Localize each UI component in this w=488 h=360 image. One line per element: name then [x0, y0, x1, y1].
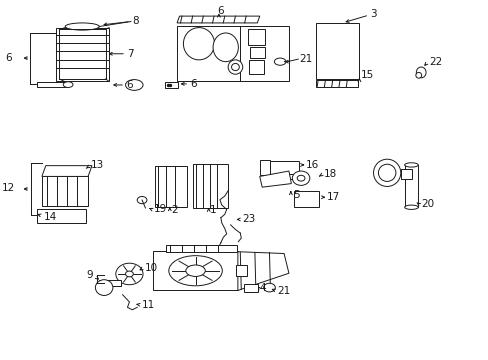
Ellipse shape [404, 205, 417, 210]
Bar [155, 166, 186, 207]
Text: 20: 20 [420, 199, 433, 210]
Text: 16: 16 [305, 159, 319, 170]
Polygon shape [259, 171, 291, 187]
Text: 6: 6 [217, 6, 224, 16]
Ellipse shape [65, 23, 99, 30]
Bar [244, 284, 257, 292]
Text: 1: 1 [210, 205, 216, 215]
Bar [177, 26, 288, 81]
Bar [152, 251, 237, 291]
Text: 6: 6 [5, 53, 12, 63]
Text: 10: 10 [144, 262, 157, 273]
Text: 23: 23 [242, 214, 255, 224]
Ellipse shape [116, 263, 143, 285]
Text: 3: 3 [370, 9, 376, 19]
Text: 12: 12 [2, 183, 16, 193]
Text: 13: 13 [90, 160, 103, 170]
Text: 4: 4 [259, 283, 266, 293]
Ellipse shape [228, 60, 242, 74]
Ellipse shape [263, 283, 275, 292]
Ellipse shape [378, 164, 395, 181]
Bar [164, 82, 177, 88]
Text: 21: 21 [276, 286, 289, 296]
Ellipse shape [415, 72, 421, 78]
Bar [59, 30, 105, 79]
Ellipse shape [231, 63, 239, 71]
Text: 11: 11 [142, 300, 155, 310]
Text: 7: 7 [127, 49, 134, 59]
Bar [37, 82, 66, 87]
Bar [37, 209, 85, 223]
Text: 21: 21 [299, 54, 312, 64]
Bar [248, 60, 263, 74]
Bar [166, 244, 236, 252]
Ellipse shape [168, 256, 222, 286]
Text: 6: 6 [190, 79, 197, 89]
Ellipse shape [125, 271, 133, 277]
Text: 9: 9 [87, 270, 93, 280]
Ellipse shape [185, 265, 205, 276]
Polygon shape [237, 252, 288, 291]
Bar [56, 28, 109, 81]
Bar [404, 165, 417, 207]
Text: 18: 18 [323, 169, 337, 179]
Ellipse shape [213, 33, 238, 62]
Bar [192, 164, 227, 208]
Bar [249, 47, 264, 58]
Bar [315, 80, 358, 87]
Bar [270, 161, 298, 174]
Bar [42, 176, 88, 206]
Text: 22: 22 [428, 57, 441, 67]
Ellipse shape [292, 171, 309, 185]
Bar [99, 280, 121, 286]
Ellipse shape [137, 197, 146, 204]
Text: 14: 14 [44, 212, 57, 221]
Ellipse shape [125, 80, 143, 90]
Text: 6: 6 [126, 80, 133, 90]
Bar [400, 168, 411, 179]
Ellipse shape [373, 159, 400, 186]
Ellipse shape [297, 175, 305, 181]
Ellipse shape [63, 82, 73, 87]
Text: 17: 17 [326, 192, 340, 202]
Ellipse shape [183, 28, 214, 60]
Bar [236, 265, 246, 276]
Bar [247, 29, 264, 45]
Polygon shape [42, 166, 92, 176]
Bar [315, 23, 359, 78]
Text: 15: 15 [360, 70, 373, 80]
Polygon shape [177, 16, 259, 23]
Bar [259, 160, 270, 175]
Ellipse shape [415, 67, 425, 78]
Ellipse shape [274, 58, 285, 65]
Text: 2: 2 [171, 205, 178, 215]
Bar [293, 192, 319, 207]
Text: 5: 5 [292, 190, 299, 201]
Ellipse shape [404, 163, 417, 167]
Text: 19: 19 [154, 204, 167, 215]
Text: 8: 8 [132, 16, 139, 26]
Ellipse shape [95, 280, 113, 296]
